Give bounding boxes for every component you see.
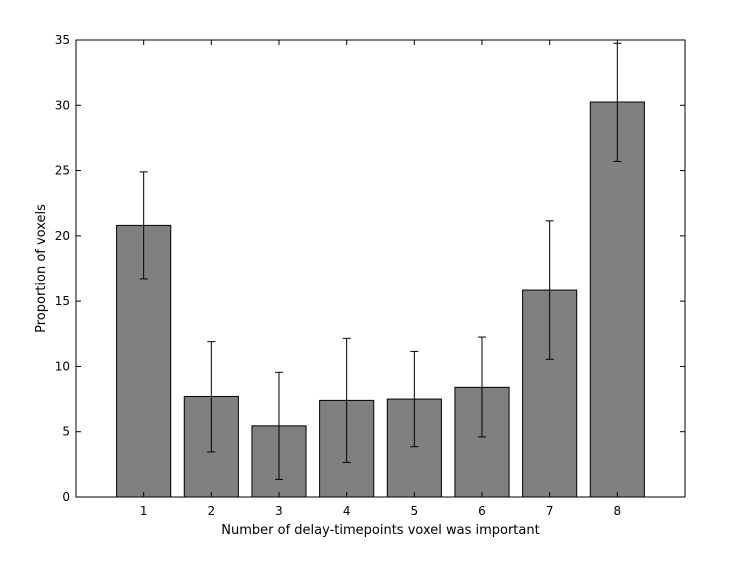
- bar-8: [589, 101, 645, 498]
- y-tick-label-5: 5: [62, 425, 70, 439]
- x-tick-label-6: 6: [478, 504, 486, 518]
- y-axis-ticks: 0 5 10 15 20 25 30 35: [55, 33, 685, 504]
- x-axis-title: Number of delay-timepoints voxel was imp…: [221, 523, 539, 538]
- x-tick-label-8: 8: [614, 504, 622, 518]
- x-tick-label-2: 2: [208, 504, 216, 518]
- error-bar-7: [545, 220, 554, 360]
- y-axis-title: Proportion of voxels: [34, 204, 49, 333]
- y-tick-label-15: 15: [55, 294, 70, 308]
- error-bar-3: [275, 371, 283, 480]
- x-tick-label-3: 3: [275, 504, 283, 518]
- y-tick-label-0: 0: [62, 490, 70, 504]
- error-bar-5: [410, 350, 419, 448]
- plot-area-frame: [75, 39, 686, 498]
- error-bar-4: [342, 337, 351, 463]
- x-tick-label-7: 7: [546, 504, 554, 518]
- y-tick-label-30: 30: [55, 98, 70, 112]
- y-tick-label-25: 25: [55, 164, 70, 178]
- error-bar-1: [139, 171, 148, 280]
- x-axis-ticks: 1 2 3 4 5 6 7 8: [140, 40, 621, 518]
- x-tick-label-4: 4: [343, 504, 351, 518]
- x-tick-label-1: 1: [140, 504, 148, 518]
- error-bar-6: [478, 336, 486, 438]
- x-tick-label-5: 5: [411, 504, 419, 518]
- y-tick-label-35: 35: [55, 33, 70, 47]
- y-tick-label-10: 10: [55, 359, 70, 373]
- error-bar-2: [207, 341, 216, 453]
- y-tick-label-20: 20: [55, 229, 70, 243]
